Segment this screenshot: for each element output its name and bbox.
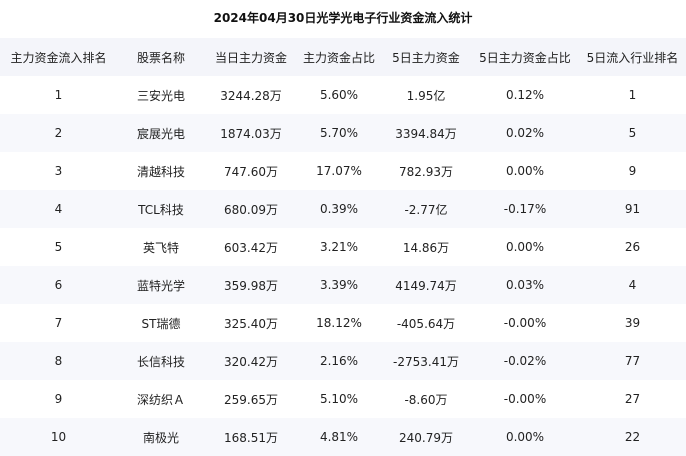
header-stock-name: 股票名称 xyxy=(136,50,185,65)
table-row: 8 长信科技 320.42万 2.16% -2753.41万 -0.02% 77 xyxy=(0,342,686,380)
stock-name-cell: 深纺织Ａ xyxy=(136,392,185,407)
5day-industry-rank-cell: 9 xyxy=(628,164,637,178)
header-5day-main-funds-ratio: 5日主力资金占比 xyxy=(479,50,571,65)
stock-name-cell: TCL科技 xyxy=(138,202,184,217)
daily-main-funds-cell: 325.40万 xyxy=(224,316,278,331)
daily-main-funds-cell: 1874.03万 xyxy=(220,126,282,141)
rank-cell: 10 xyxy=(50,430,67,444)
stock-name-cell: 蓝特光学 xyxy=(136,278,185,293)
daily-main-funds-cell: 680.09万 xyxy=(224,202,278,217)
main-funds-ratio-cell: 3.39% xyxy=(319,278,359,292)
5day-main-funds-cell: -2.77亿 xyxy=(404,202,448,217)
table-row: 7 ST瑞德 325.40万 18.12% -405.64万 -0.00% 39 xyxy=(0,304,686,342)
main-funds-ratio-cell: 5.60% xyxy=(319,88,359,102)
stock-name-cell: ST瑞德 xyxy=(141,316,181,331)
fund-flow-table: 主力资金流入排名 股票名称 当日主力资金 主力资金占比 5日主力资金 5日主力资… xyxy=(0,38,686,456)
rank-cell: 8 xyxy=(54,354,63,368)
5day-industry-rank-cell: 77 xyxy=(624,354,641,368)
rank-cell: 6 xyxy=(54,278,63,292)
main-funds-ratio-cell: 2.16% xyxy=(319,354,359,368)
rank-cell: 1 xyxy=(54,88,63,102)
table-title: 2024年04月30日光学光电子行业资金流入统计 xyxy=(213,11,473,25)
daily-main-funds-cell: 359.98万 xyxy=(224,278,278,293)
5day-industry-rank-cell: 22 xyxy=(624,430,641,444)
table-row: 2 宸展光电 1874.03万 5.70% 3394.84万 0.02% 5 xyxy=(0,114,686,152)
5day-main-funds-cell: -405.64万 xyxy=(396,316,456,331)
5day-main-funds-ratio-cell: 0.00% xyxy=(505,240,545,254)
5day-main-funds-ratio-cell: -0.00% xyxy=(503,392,547,406)
header-5day-industry-rank: 5日流入行业排名 xyxy=(586,50,679,65)
rank-cell: 7 xyxy=(54,316,63,330)
main-funds-ratio-cell: 5.10% xyxy=(319,392,359,406)
stock-name-cell: 英飞特 xyxy=(142,240,179,255)
daily-main-funds-cell: 168.51万 xyxy=(224,430,278,445)
table-row: 4 TCL科技 680.09万 0.39% -2.77亿 -0.17% 91 xyxy=(0,190,686,228)
5day-main-funds-ratio-cell: 0.00% xyxy=(505,430,545,444)
daily-main-funds-cell: 3244.28万 xyxy=(220,88,282,103)
5day-main-funds-cell: 1.95亿 xyxy=(406,88,446,103)
table-row: 10 南极光 168.51万 4.81% 240.79万 0.00% 22 xyxy=(0,418,686,456)
main-funds-ratio-cell: 5.70% xyxy=(319,126,359,140)
rank-cell: 9 xyxy=(54,392,63,406)
rank-cell: 5 xyxy=(54,240,63,254)
5day-main-funds-cell: -2753.41万 xyxy=(393,354,459,369)
5day-main-funds-ratio-cell: 0.00% xyxy=(505,164,545,178)
header-main-funds-ratio: 主力资金占比 xyxy=(302,50,375,65)
main-funds-ratio-cell: 0.39% xyxy=(319,202,359,216)
5day-main-funds-cell: 782.93万 xyxy=(399,164,453,179)
5day-main-funds-cell: 4149.74万 xyxy=(395,278,457,293)
header-rank: 主力资金流入排名 xyxy=(10,50,107,65)
stock-name-cell: 长信科技 xyxy=(136,354,185,369)
table-header-row: 主力资金流入排名 股票名称 当日主力资金 主力资金占比 5日主力资金 5日主力资… xyxy=(0,38,686,76)
table-row: 5 英飞特 603.42万 3.21% 14.86万 0.00% 26 xyxy=(0,228,686,266)
daily-main-funds-cell: 603.42万 xyxy=(224,240,278,255)
5day-main-funds-cell: 3394.84万 xyxy=(395,126,457,141)
header-5day-main-funds: 5日主力资金 xyxy=(392,50,460,65)
daily-main-funds-cell: 320.42万 xyxy=(224,354,278,369)
5day-main-funds-cell: 14.86万 xyxy=(402,240,450,255)
5day-main-funds-ratio-cell: 0.03% xyxy=(505,278,545,292)
table-row: 3 清越科技 747.60万 17.07% 782.93万 0.00% 9 xyxy=(0,152,686,190)
daily-main-funds-cell: 747.60万 xyxy=(224,164,278,179)
daily-main-funds-cell: 259.65万 xyxy=(224,392,278,407)
5day-main-funds-ratio-cell: 0.02% xyxy=(505,126,545,140)
main-funds-ratio-cell: 18.12% xyxy=(316,316,362,330)
main-funds-ratio-cell: 17.07% xyxy=(316,164,362,178)
5day-industry-rank-cell: 26 xyxy=(624,240,641,254)
header-daily-main-funds: 当日主力资金 xyxy=(214,50,287,65)
5day-industry-rank-cell: 4 xyxy=(628,278,637,292)
table-row: 1 三安光电 3244.28万 5.60% 1.95亿 0.12% 1 xyxy=(0,76,686,114)
5day-industry-rank-cell: 5 xyxy=(628,126,637,140)
5day-industry-rank-cell: 1 xyxy=(628,88,637,102)
5day-main-funds-ratio-cell: -0.02% xyxy=(503,354,547,368)
5day-industry-rank-cell: 39 xyxy=(624,316,641,330)
table-row: 6 蓝特光学 359.98万 3.39% 4149.74万 0.03% 4 xyxy=(0,266,686,304)
5day-main-funds-cell: -8.60万 xyxy=(404,392,448,407)
table-row: 9 深纺织Ａ 259.65万 5.10% -8.60万 -0.00% 27 xyxy=(0,380,686,418)
rank-cell: 4 xyxy=(54,202,63,216)
main-funds-ratio-cell: 3.21% xyxy=(319,240,359,254)
5day-industry-rank-cell: 27 xyxy=(624,392,641,406)
5day-main-funds-cell: 240.79万 xyxy=(399,430,453,445)
rank-cell: 2 xyxy=(54,126,63,140)
main-funds-ratio-cell: 4.81% xyxy=(319,430,359,444)
stock-name-cell: 清越科技 xyxy=(136,164,185,179)
stock-name-cell: 南极光 xyxy=(142,430,179,445)
rank-cell: 3 xyxy=(54,164,63,178)
5day-main-funds-ratio-cell: 0.12% xyxy=(505,88,545,102)
stock-name-cell: 三安光电 xyxy=(136,88,185,103)
5day-main-funds-ratio-cell: -0.00% xyxy=(503,316,547,330)
5day-industry-rank-cell: 91 xyxy=(624,202,641,216)
5day-main-funds-ratio-cell: -0.17% xyxy=(503,202,547,216)
stock-name-cell: 宸展光电 xyxy=(136,126,185,141)
